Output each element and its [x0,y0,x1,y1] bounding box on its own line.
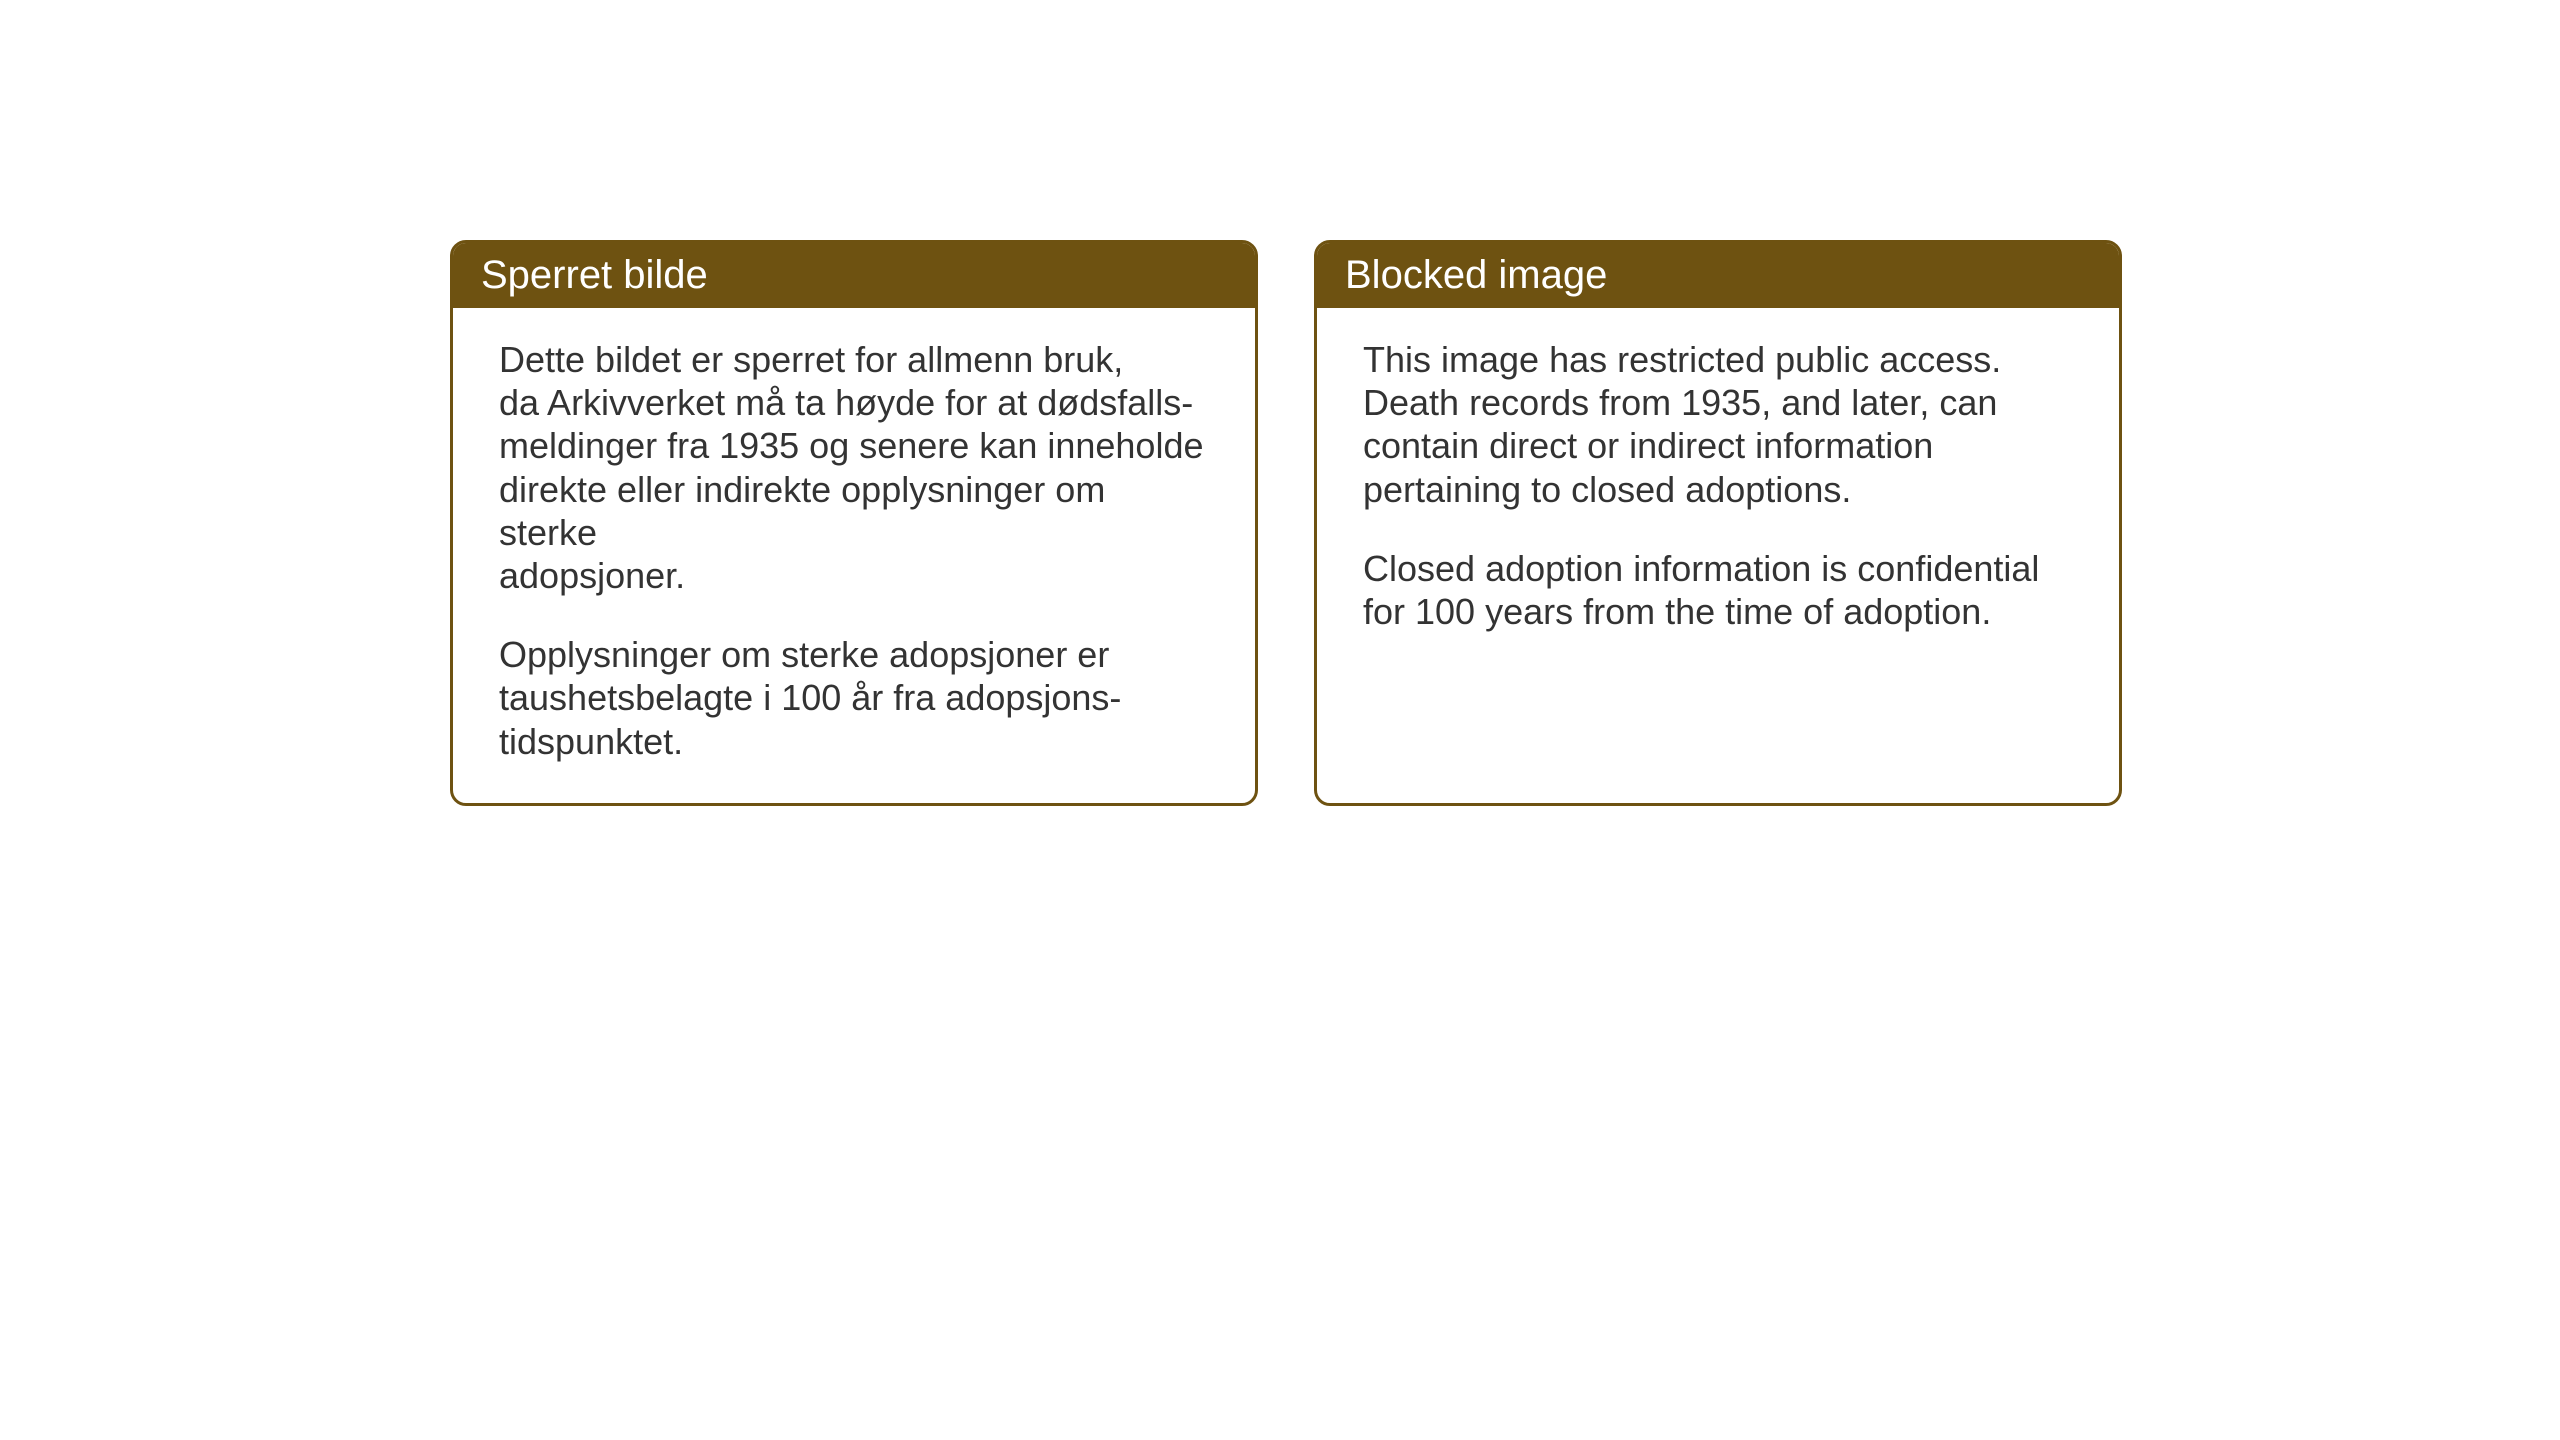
cards-container: Sperret bilde Dette bildet er sperret fo… [450,240,2122,806]
card-paragraph-1-english: This image has restricted public access.… [1363,338,2073,511]
card-english: Blocked image This image has restricted … [1314,240,2122,806]
card-paragraph-1-norwegian: Dette bildet er sperret for allmenn bruk… [499,338,1209,597]
card-body-english: This image has restricted public access.… [1317,308,2119,748]
card-header-norwegian: Sperret bilde [453,243,1255,308]
card-norwegian: Sperret bilde Dette bildet er sperret fo… [450,240,1258,806]
card-paragraph-2-norwegian: Opplysninger om sterke adopsjoner er tau… [499,633,1209,763]
card-title-norwegian: Sperret bilde [481,253,708,297]
card-title-english: Blocked image [1345,253,1607,297]
card-header-english: Blocked image [1317,243,2119,308]
card-paragraph-2-english: Closed adoption information is confident… [1363,547,2073,633]
card-body-norwegian: Dette bildet er sperret for allmenn bruk… [453,308,1255,803]
